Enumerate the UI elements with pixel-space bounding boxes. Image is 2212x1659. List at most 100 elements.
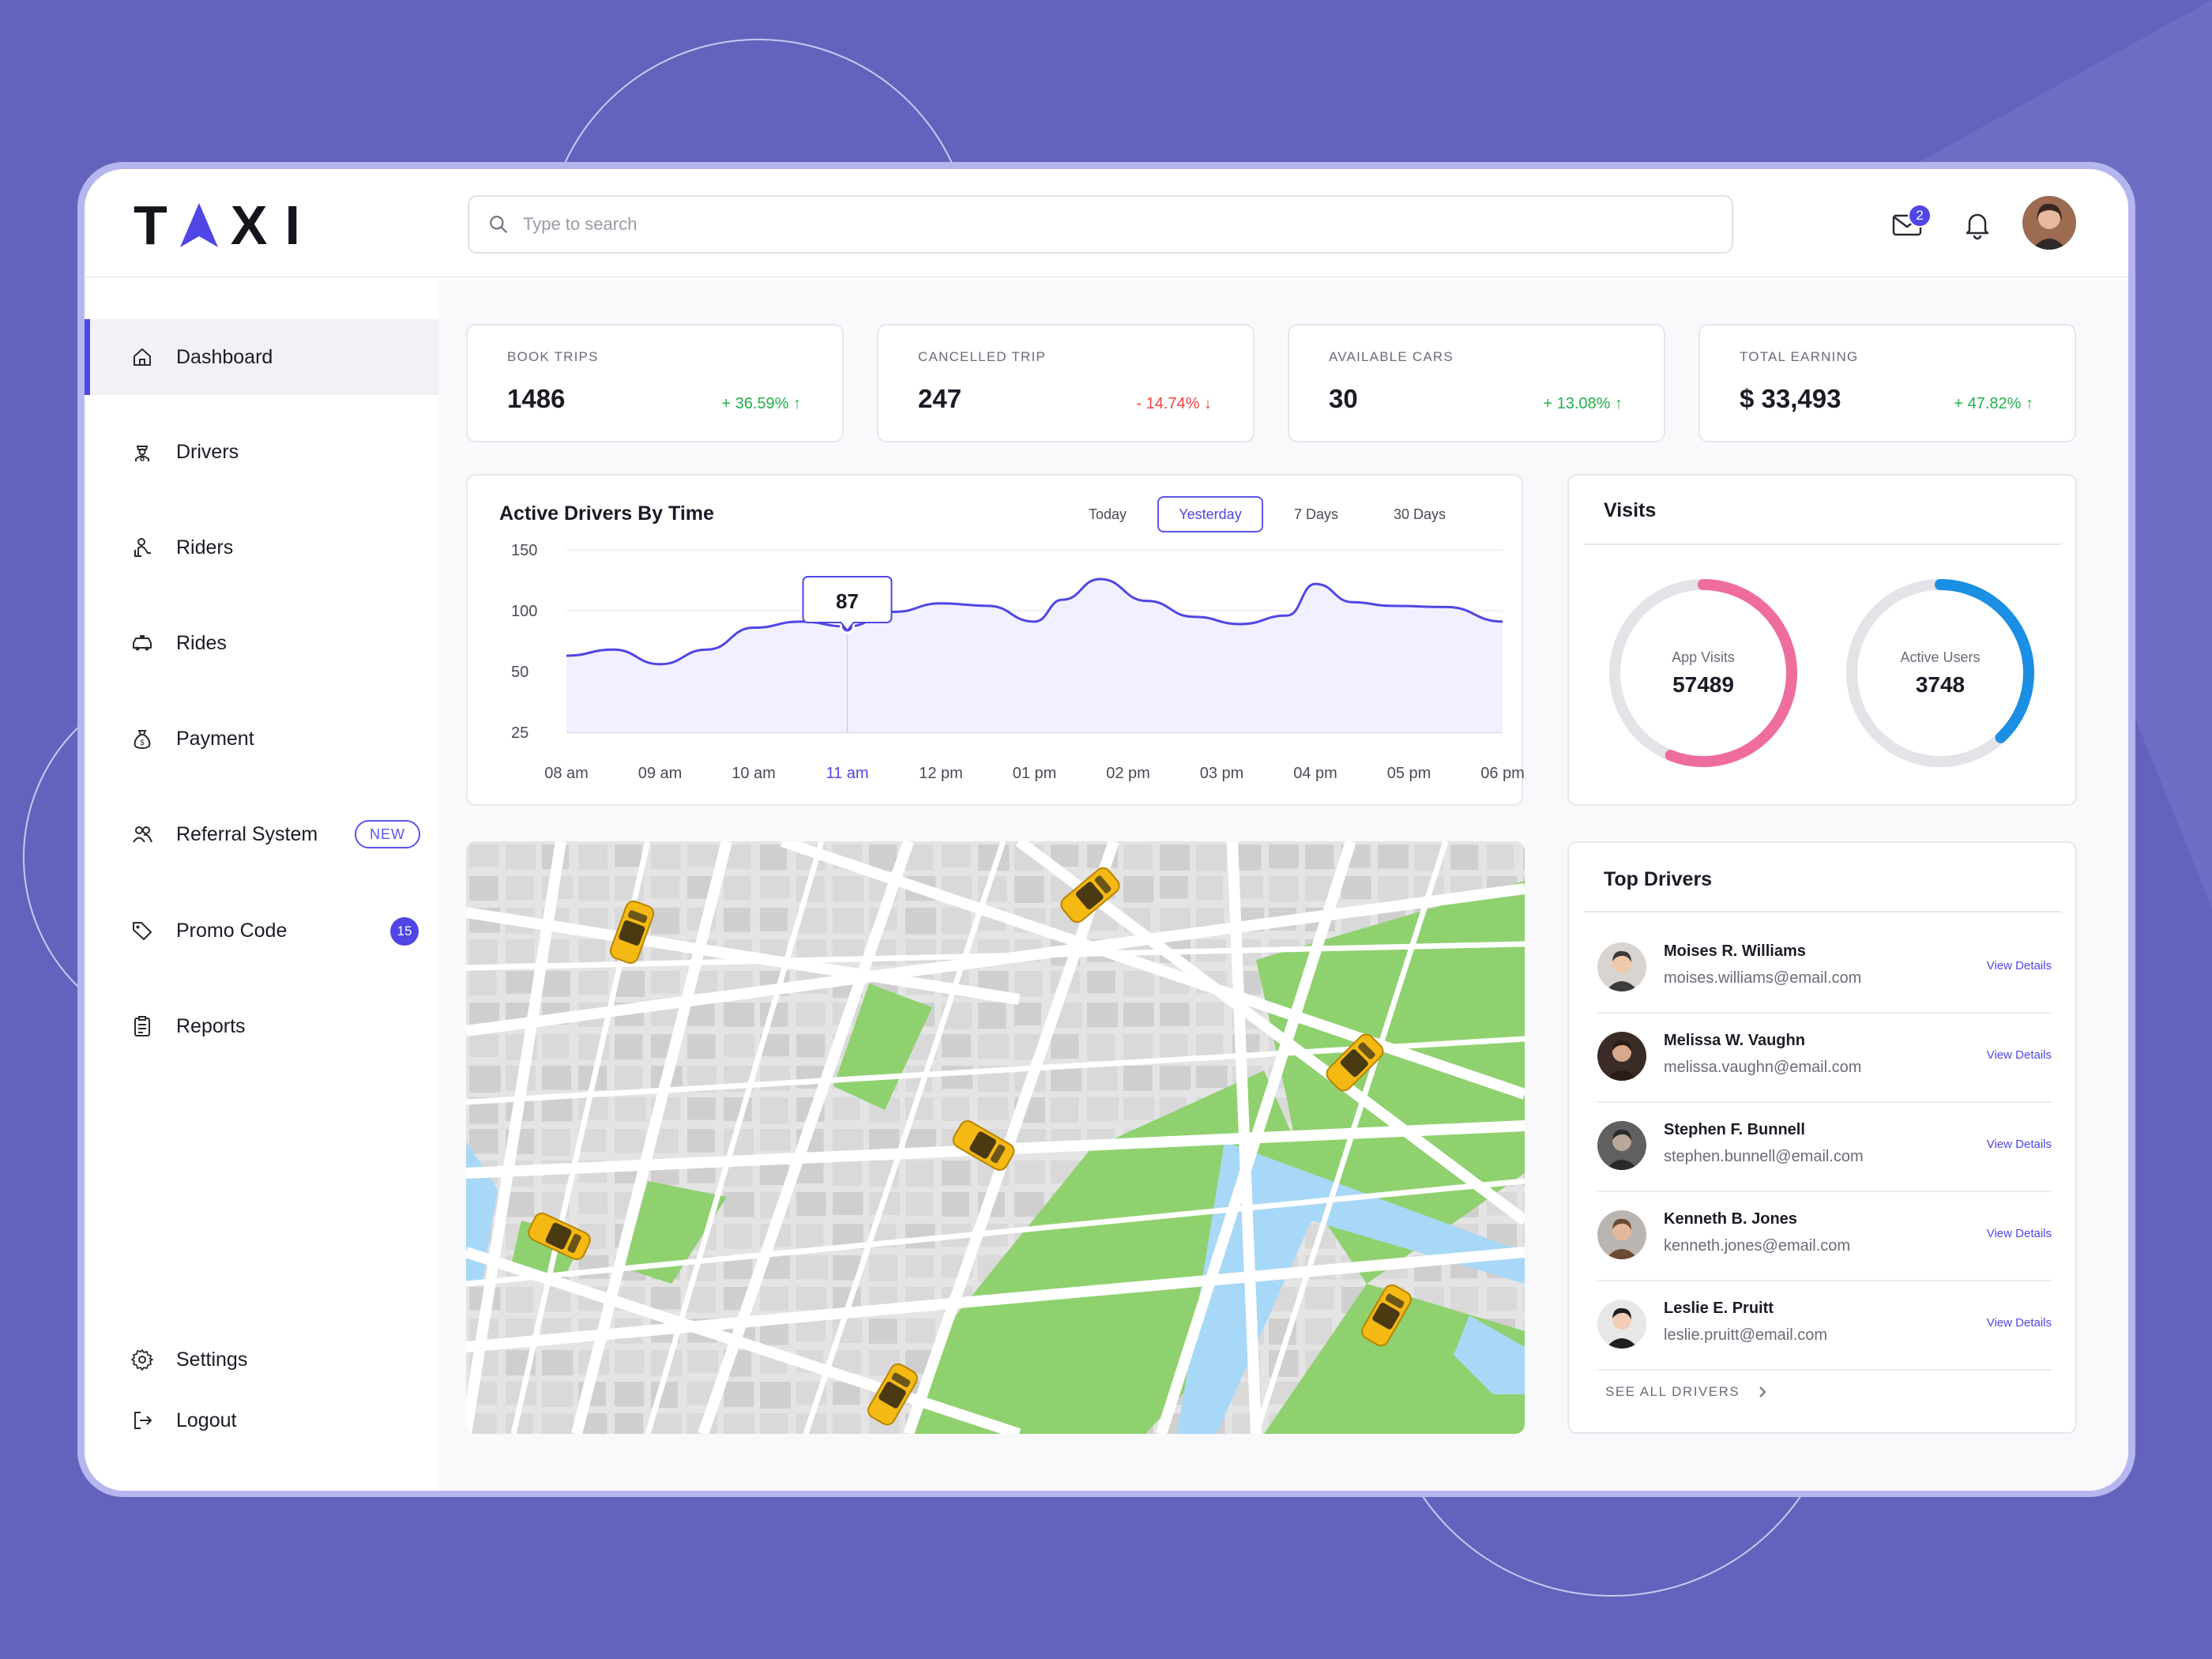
building-block <box>578 939 606 966</box>
view-details-link[interactable]: View Details <box>1986 1048 2052 1062</box>
user-avatar[interactable] <box>2022 196 2076 250</box>
street <box>466 1178 1525 1287</box>
stat-card-total-earning: TOTAL EARNING $ 33,493 + 47.82% ↑ <box>1698 324 2076 442</box>
sidebar-item-logout[interactable]: Logout <box>85 1382 438 1458</box>
building-block <box>469 1034 498 1058</box>
building-block <box>869 1319 897 1344</box>
street <box>1253 841 1449 1434</box>
tab-today[interactable]: Today <box>1088 506 1127 522</box>
view-details-link[interactable]: View Details <box>1986 959 2052 972</box>
top-header: T X I 2 <box>85 169 2128 278</box>
taxi-icon <box>528 1212 591 1261</box>
sidebar-item-label: Riders <box>176 536 234 559</box>
see-all-drivers-link[interactable]: SEE ALL DRIVERS <box>1605 1383 1771 1401</box>
view-details-link[interactable]: View Details <box>1986 1138 2052 1151</box>
sidebar-item-drivers[interactable]: Drivers <box>85 414 438 490</box>
search-bar[interactable] <box>468 195 1733 254</box>
building-block <box>1087 1097 1119 1121</box>
stat-value: $ 33,493 <box>1740 384 1841 413</box>
driver-email: melissa.vaughn@email.com <box>1664 1059 1862 1076</box>
logo-letter-t: T <box>134 194 167 256</box>
logo-a-arrow-icon <box>179 203 218 247</box>
driver-avatar <box>1597 1032 1646 1081</box>
building-block <box>1450 845 1479 870</box>
sidebar-item-riders[interactable]: Riders <box>85 510 438 585</box>
taxi-logo[interactable]: T X I <box>134 198 300 253</box>
sidebar-item-label: Payment <box>176 727 254 750</box>
road <box>780 841 1525 1100</box>
tab-yesterday[interactable]: Yesterday <box>1157 496 1263 532</box>
top-drivers-card: Top Drivers Moises R. Williams moises.wil… <box>1567 841 2077 1434</box>
x-tick-label: 03 pm <box>1200 765 1244 782</box>
building-block <box>760 1382 791 1409</box>
building-block <box>724 1034 754 1057</box>
tag-icon <box>133 922 152 940</box>
line-chart: 150 100 50 25 08 am 09 am 10 am 11 am 12 pm 01 pm… <box>511 542 1525 782</box>
building-block <box>1450 1287 1479 1314</box>
map-view[interactable] <box>466 841 1525 1434</box>
users-icon <box>133 826 152 843</box>
driver-row: Stephen F. Bunnell stephen.bunnell@email.… <box>1597 1104 2052 1192</box>
building-block <box>578 1255 609 1279</box>
building-block <box>1123 1034 1153 1061</box>
building-block <box>469 845 499 867</box>
car-icon <box>133 635 152 651</box>
building-block <box>1123 1003 1154 1027</box>
building-block <box>724 1413 755 1434</box>
building-block <box>469 1129 498 1154</box>
driver-avatar <box>1597 1210 1646 1259</box>
x-tick-label: 01 pm <box>1013 765 1057 782</box>
x-tick-label: 12 pm <box>919 765 963 782</box>
driver-name: Melissa W. Vaughn <box>1664 1032 1805 1049</box>
sidebar-item-referral-system[interactable]: Referral System NEW <box>85 796 438 872</box>
building-block <box>942 1034 972 1058</box>
bell-icon[interactable] <box>1958 205 1996 243</box>
building-block <box>724 1382 754 1407</box>
building-block <box>796 1287 826 1310</box>
sidebar-item-payment[interactable]: $ Payment <box>85 701 438 777</box>
building-block <box>542 1350 574 1375</box>
building-block <box>1378 845 1409 869</box>
view-details-link[interactable]: View Details <box>1986 1316 2052 1330</box>
building-block <box>1051 1034 1079 1059</box>
building-block <box>506 1192 535 1217</box>
road <box>466 1247 1525 1352</box>
sidebar-item-promo-code[interactable]: Promo Code 15 <box>85 893 438 969</box>
building-block <box>1305 845 1334 870</box>
sidebar-item-settings[interactable]: Settings <box>85 1322 438 1398</box>
gauge-value: 3748 <box>1916 672 1965 697</box>
card-title: Active Drivers By Time <box>499 502 714 525</box>
tab-30-days[interactable]: 30 Days <box>1393 506 1446 522</box>
building-block <box>1160 876 1188 899</box>
sidebar-item-rides[interactable]: Rides <box>85 605 438 681</box>
road <box>571 841 732 1434</box>
sidebar-item-reports[interactable]: Reports <box>85 988 438 1064</box>
building-block <box>1160 845 1191 871</box>
building-block <box>469 971 497 995</box>
building-block <box>1305 1287 1334 1310</box>
logo-letter-x: X <box>230 194 268 256</box>
city-map[interactable] <box>466 841 1525 1434</box>
building-block <box>469 876 498 901</box>
driver-avatar <box>1597 942 1646 991</box>
search-input[interactable] <box>523 214 1629 235</box>
stat-card-book-trips: BOOK TRIPS 1486 + 36.59% ↑ <box>466 324 844 442</box>
tab-7-days[interactable]: 7 Days <box>1293 506 1339 522</box>
building-block <box>506 939 535 963</box>
building-block <box>760 1287 789 1311</box>
building-block <box>1269 876 1299 902</box>
chevron-right-icon <box>1759 1386 1766 1398</box>
driver-row: Moises R. Williams moises.williams@email.… <box>1597 925 2052 1014</box>
taxi-icon <box>1060 867 1120 924</box>
building-block <box>542 1066 571 1090</box>
building-block <box>615 1350 645 1375</box>
view-details-link[interactable]: View Details <box>1986 1227 2052 1240</box>
visits-card: Visits App Visits 57489 Active Users 3748 <box>1567 474 2077 806</box>
street <box>466 941 1525 971</box>
stat-value: 30 <box>1329 384 1358 413</box>
building-block <box>978 1003 1006 1029</box>
tooltip-box <box>802 576 893 632</box>
sidebar-item-dashboard[interactable]: Dashboard <box>85 319 438 395</box>
x-tick-label: 02 pm <box>1106 765 1150 782</box>
building-block <box>1087 971 1115 994</box>
